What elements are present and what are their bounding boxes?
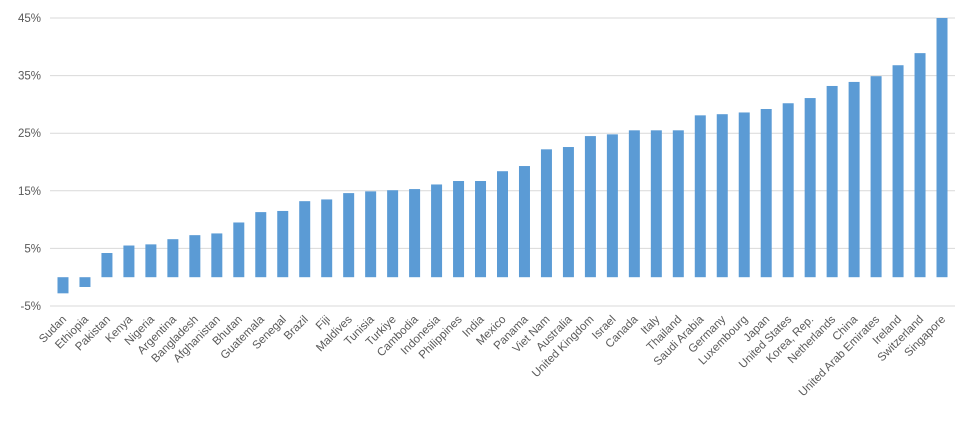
bar [145,244,157,278]
x-tick-label: Brazil [282,314,311,343]
bar [716,114,728,278]
bar [321,199,333,278]
bar [431,184,443,278]
bar [409,189,421,278]
bar [497,171,508,278]
bar [936,18,948,278]
bar [57,277,69,294]
bar [892,65,904,278]
bar [255,212,267,278]
bar [870,76,882,278]
y-tick-label: 45% [18,13,41,25]
y-tick-label: 35% [18,71,41,83]
bar [540,149,552,278]
bar [343,193,355,278]
bar [848,81,860,278]
bar [738,112,750,278]
bar [299,201,311,278]
bar [584,136,596,278]
bar [672,130,684,278]
bar [233,222,245,278]
bar [475,181,487,278]
bar [189,235,201,278]
bar [694,115,706,278]
y-tick-label: 5% [24,243,41,255]
bar [167,239,179,278]
bar [101,253,113,278]
bar [518,166,530,278]
bar [123,245,135,278]
bar [453,181,465,278]
bar [628,130,640,278]
bar [650,130,662,278]
bar [826,85,838,278]
bar [804,98,816,278]
bar [277,210,289,278]
y-tick-label: 25% [18,128,41,140]
bar [211,233,223,278]
bar [387,190,399,278]
y-tick-label: 15% [18,186,41,198]
bar [365,191,377,278]
y-tick-label: -5% [21,301,41,313]
bar [914,53,926,278]
bar [760,109,772,278]
bar [782,103,794,278]
bar [562,147,574,278]
bar [79,277,91,287]
bar [606,134,618,278]
